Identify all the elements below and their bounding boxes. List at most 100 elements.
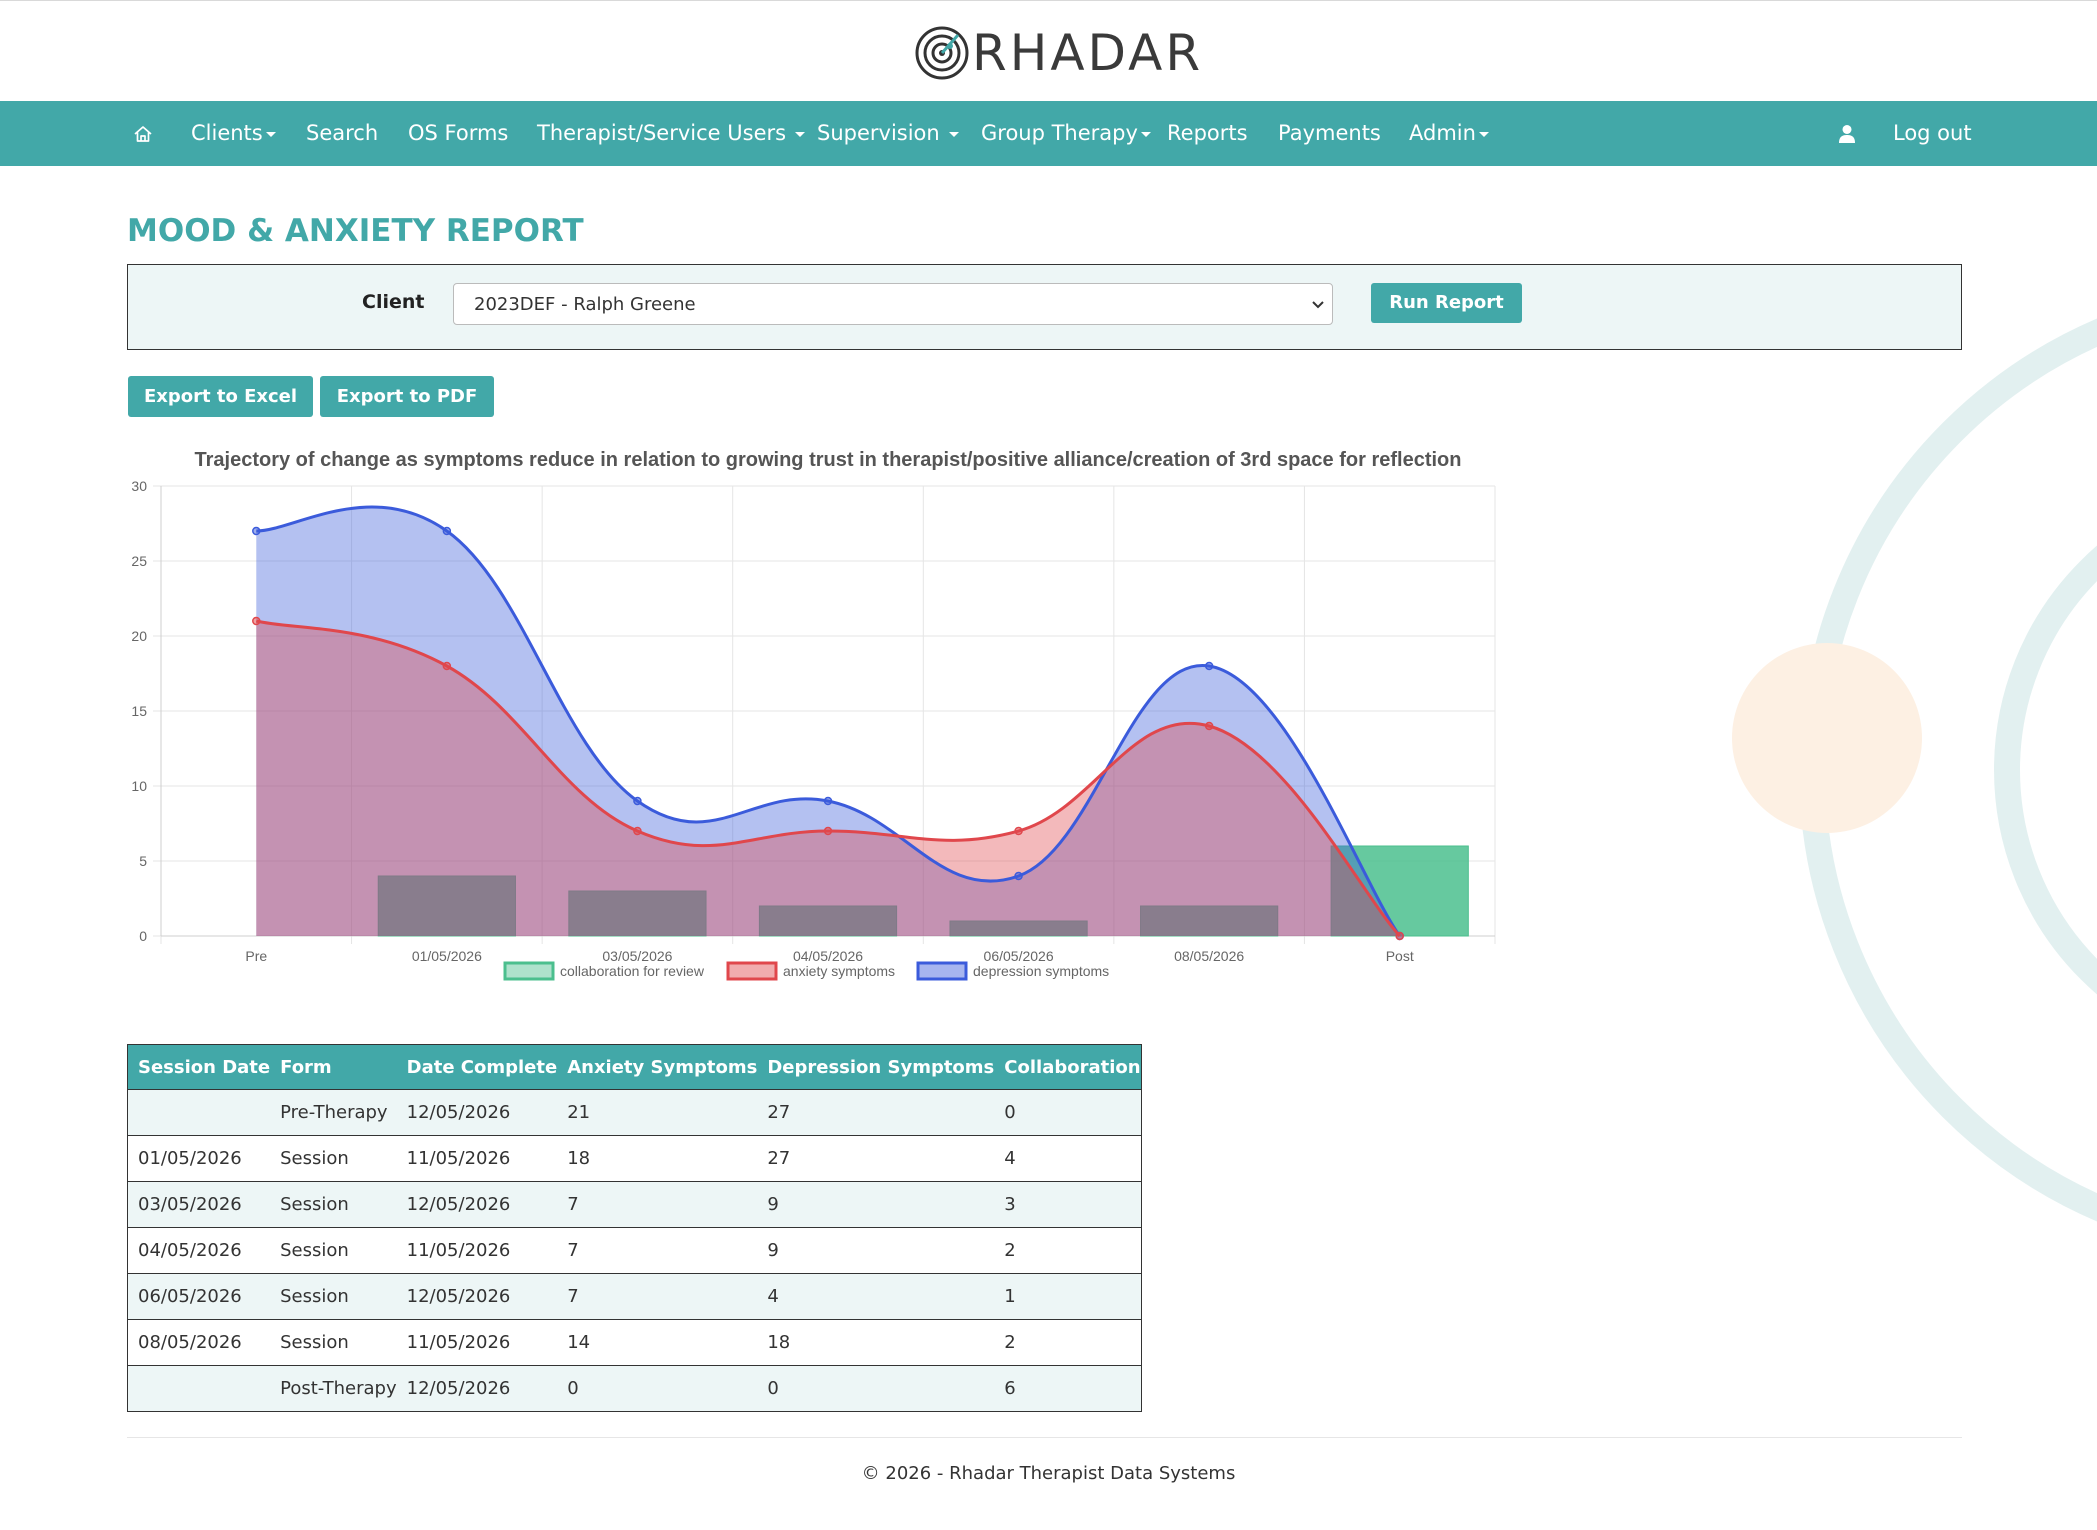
- page-title: MOOD & ANXIETY REPORT: [127, 213, 584, 249]
- table-cell: [127, 1365, 271, 1412]
- nav-os-forms-label: OS Forms: [408, 121, 509, 145]
- column-header: Date Complete: [396, 1044, 558, 1090]
- legend-swatch: [726, 961, 778, 981]
- table-cell: 6: [994, 1365, 1142, 1412]
- table-row: 03/05/2026 Session 12/05/2026 7 9 3: [127, 1181, 1142, 1228]
- nav-group-therapy[interactable]: Group Therapy: [981, 101, 1151, 166]
- nav-clients[interactable]: Clients: [191, 101, 276, 166]
- y-tick-label: 10: [131, 778, 147, 794]
- nav-reports[interactable]: Reports: [1167, 101, 1248, 166]
- table-cell: 01/05/2026: [127, 1135, 271, 1182]
- nav-payments[interactable]: Payments: [1278, 101, 1381, 166]
- nav-supervision-label: Supervision: [817, 121, 940, 145]
- nav-therapist-service-users[interactable]: Therapist/Service Users: [537, 101, 806, 166]
- y-tick-label: 25: [131, 553, 147, 569]
- bar-collaboration: [1330, 845, 1469, 937]
- nav-admin[interactable]: Admin: [1409, 101, 1489, 166]
- table-cell: 03/05/2026: [127, 1181, 271, 1228]
- table-cell: Post-Therapy: [270, 1365, 397, 1412]
- nav-clients-label: Clients: [191, 121, 263, 145]
- run-report-button[interactable]: Run Report: [1371, 283, 1522, 323]
- legend-swatch: [503, 961, 555, 981]
- point-depression-symptoms: [252, 526, 261, 536]
- chart-title: Trajectory of change as symptoms reduce …: [195, 449, 1462, 471]
- y-tick-label: 15: [131, 703, 147, 719]
- table-cell: 12/05/2026: [396, 1365, 558, 1412]
- nav-search-label: Search: [306, 121, 379, 145]
- table-cell: 18: [557, 1135, 758, 1182]
- column-header: Depression Symptoms: [757, 1044, 995, 1090]
- table-cell: 1: [994, 1273, 1142, 1320]
- chevron-down-icon: [1312, 301, 1324, 309]
- home-icon: [134, 126, 152, 142]
- export-excel-button[interactable]: Export to Excel: [128, 376, 313, 417]
- mood-anxiety-chart: Trajectory of change as symptoms reduce …: [131, 449, 1496, 981]
- bar-collaboration: [377, 875, 516, 937]
- point-depression-symptoms: [633, 796, 642, 806]
- legend-swatch: [916, 961, 968, 981]
- nav-os-forms[interactable]: OS Forms: [408, 101, 508, 166]
- brand-logo[interactable]: RHADAR: [914, 23, 1203, 83]
- area-fill-anxiety-symptoms: [256, 621, 1400, 936]
- point-anxiety-symptoms: [1204, 721, 1214, 731]
- top-border: [0, 0, 2097, 1]
- table-cell: 0: [557, 1365, 758, 1412]
- table-cell: 4: [757, 1273, 995, 1320]
- client-select[interactable]: 2023DEF - Ralph Greene: [453, 283, 1333, 325]
- nav-search[interactable]: Search: [306, 101, 378, 166]
- chevron-down-icon: [265, 131, 276, 137]
- table-cell: 11/05/2026: [396, 1227, 558, 1274]
- line-depression-symptoms: [256, 505, 1401, 937]
- table-row: 06/05/2026 Session 12/05/2026 7 4 1: [127, 1273, 1142, 1320]
- table-cell: 4: [994, 1135, 1142, 1182]
- table-cell: Pre-Therapy: [270, 1089, 397, 1136]
- column-header: Anxiety Symptoms: [557, 1044, 758, 1090]
- table-row: Post-Therapy 12/05/2026 0 0 6: [127, 1365, 1142, 1412]
- report-filter-panel: Client 2023DEF - Ralph Greene Run Report: [127, 264, 1962, 350]
- table-cell: 9: [757, 1227, 995, 1274]
- logout-link[interactable]: Log out: [1893, 101, 1972, 166]
- table-row: Pre-Therapy 12/05/2026 21 27 0: [127, 1089, 1142, 1136]
- nav-supervision[interactable]: Supervision: [817, 101, 959, 166]
- bar-collaboration: [568, 890, 707, 937]
- table-cell: 12/05/2026: [396, 1089, 558, 1136]
- table-cell: 9: [757, 1181, 995, 1228]
- table-cell: 7: [557, 1181, 758, 1228]
- logo-bar: RHADAR: [0, 1, 2097, 101]
- export-pdf-button[interactable]: Export to PDF: [320, 376, 494, 417]
- x-tick-label: Pre: [245, 948, 267, 964]
- table-cell: 2: [994, 1319, 1142, 1366]
- legend-label: collaboration for review: [560, 963, 705, 979]
- table-cell: 0: [757, 1365, 995, 1412]
- footer-divider: [127, 1437, 1962, 1438]
- table-cell: 12/05/2026: [396, 1181, 558, 1228]
- column-header: Collaboration: [994, 1044, 1142, 1090]
- chevron-down-icon: [1478, 131, 1489, 137]
- nav-home[interactable]: [133, 101, 153, 166]
- table-cell: 04/05/2026: [127, 1227, 271, 1274]
- table-cell: 11/05/2026: [396, 1135, 558, 1182]
- y-tick-label: 0: [139, 928, 147, 944]
- table-body: Pre-Therapy 12/05/2026 21 27 0 01/05/2026 Sess…: [127, 1089, 1142, 1412]
- x-tick-label: 08/05/2026: [1174, 948, 1244, 964]
- chevron-down-icon: [1140, 131, 1151, 137]
- bar-collaboration: [949, 920, 1088, 937]
- y-tick-label: 5: [139, 853, 147, 869]
- table-cell: Session: [270, 1273, 397, 1320]
- x-tick-label: 03/05/2026: [602, 948, 672, 964]
- point-depression-symptoms: [1014, 871, 1023, 881]
- table-cell: Session: [270, 1135, 397, 1182]
- table-cell: 06/05/2026: [127, 1273, 271, 1320]
- legend-label: depression symptoms: [973, 963, 1109, 979]
- table-row: 01/05/2026 Session 11/05/2026 18 27 4: [127, 1135, 1142, 1182]
- table-cell: [127, 1089, 271, 1136]
- table-header-row: Session Date Form Date Complete Anxiety Sym…: [127, 1044, 1142, 1090]
- table-row: 08/05/2026 Session 11/05/2026 14 18 2: [127, 1319, 1142, 1366]
- table-row: 04/05/2026 Session 11/05/2026 7 9 2: [127, 1227, 1142, 1274]
- point-depression-symptoms: [1204, 661, 1214, 671]
- report-table: Session Date Form Date Complete Anxiety Sym…: [127, 1044, 1142, 1412]
- x-tick-label: 01/05/2026: [412, 948, 482, 964]
- nav-user[interactable]: [1838, 101, 1856, 166]
- y-tick-label: 30: [131, 478, 147, 494]
- bar-collaboration: [758, 905, 898, 937]
